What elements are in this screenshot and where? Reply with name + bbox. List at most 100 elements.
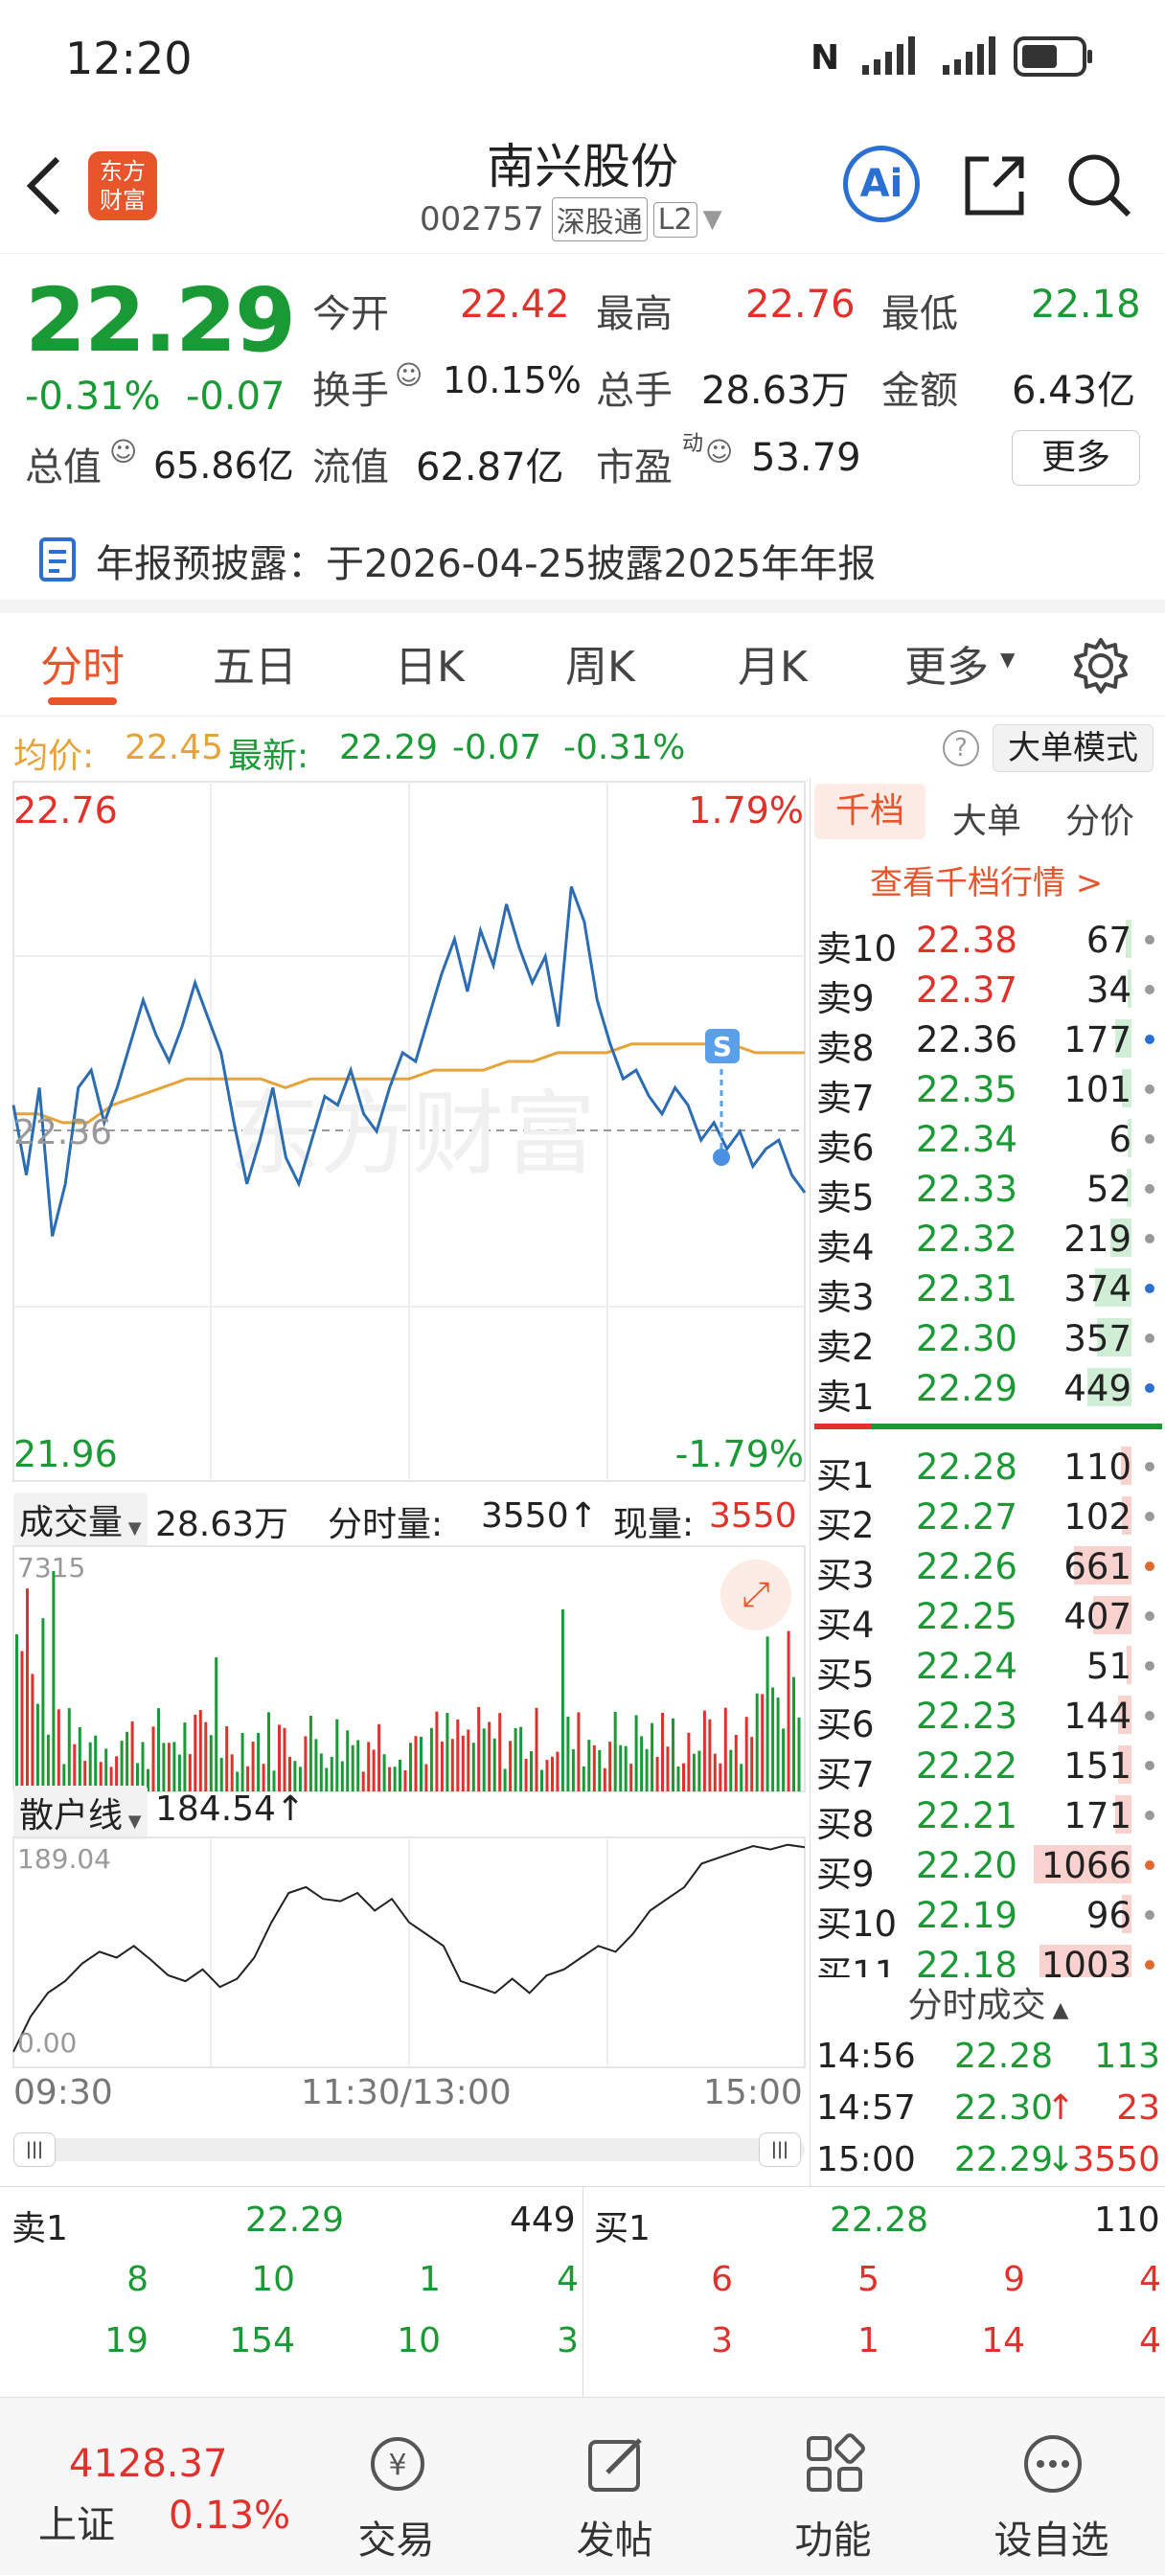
volume-bar bbox=[598, 1749, 602, 1791]
volume-bar bbox=[708, 1719, 712, 1791]
bid-row[interactable]: 买1 22.28 110 bbox=[811, 1441, 1165, 1496]
nav-trade-label: 交易 bbox=[357, 2519, 435, 2563]
level-price: 22.35 bbox=[916, 1069, 1017, 1110]
latest-label: 最新: bbox=[228, 737, 309, 776]
tab-price-distribution[interactable]: 分价 bbox=[1065, 802, 1135, 841]
grid-icon bbox=[807, 2433, 865, 2492]
more-button[interactable]: 更多 bbox=[1012, 430, 1140, 486]
bid-row[interactable]: 买4 22.25 407 bbox=[811, 1590, 1165, 1646]
level-dot bbox=[1145, 1184, 1154, 1194]
retail-chart[interactable] bbox=[0, 1835, 810, 2073]
bid-row[interactable]: 买10 22.19 96 bbox=[811, 1889, 1165, 1945]
volume-chart[interactable] bbox=[0, 1544, 810, 1795]
ask-row[interactable]: 卖3 22.31 374 bbox=[811, 1263, 1165, 1318]
ask-row[interactable]: 卖5 22.33 52 bbox=[811, 1163, 1165, 1219]
notice-bar[interactable]: 年报预披露：于2026-04-25披露2025年年报 bbox=[0, 508, 1165, 613]
settings-icon[interactable] bbox=[1071, 636, 1131, 695]
help-icon[interactable]: ? bbox=[943, 730, 979, 766]
ask-row[interactable]: 卖9 22.37 34 bbox=[811, 964, 1165, 1019]
level-price: 22.20 bbox=[916, 1845, 1017, 1886]
expand-button[interactable]: ⤢ bbox=[720, 1560, 791, 1630]
ask-row[interactable]: 卖7 22.35 101 bbox=[811, 1063, 1165, 1119]
sell-queue-cell: 10 bbox=[251, 2260, 295, 2299]
nav-features[interactable]: 功能 bbox=[717, 2398, 949, 2576]
volume-bar bbox=[651, 1722, 654, 1791]
volume-bar bbox=[267, 1712, 270, 1791]
index-ticker[interactable]: 4128.37 上证 0.13% bbox=[0, 2398, 307, 2576]
tab-thousand-level[interactable]: 千档 bbox=[814, 784, 925, 839]
amount-value: 6.43亿 bbox=[1012, 369, 1136, 413]
tab-daily-k[interactable]: 日K bbox=[395, 643, 465, 692]
bid-row[interactable]: 买9 22.20 1066 bbox=[811, 1839, 1165, 1895]
level-label: 买10 bbox=[816, 1904, 898, 1945]
trades-title-row[interactable]: 分时成交 ▲ bbox=[811, 1977, 1165, 2031]
volume-bar bbox=[157, 1708, 160, 1791]
price-chart[interactable]: 东方财富 S bbox=[0, 778, 810, 1487]
turnover-info-icon[interactable]: ☺ bbox=[395, 359, 423, 391]
ask-row[interactable]: 卖10 22.38 67 bbox=[811, 914, 1165, 969]
level-volume: 34 bbox=[1085, 969, 1131, 1011]
ask-row[interactable]: 卖2 22.30 357 bbox=[811, 1312, 1165, 1368]
pe-info-icon[interactable]: ☺ bbox=[705, 436, 734, 467]
volume-bar bbox=[141, 1742, 145, 1791]
bid-row[interactable]: 买2 22.27 102 bbox=[811, 1491, 1165, 1546]
retail-selector[interactable]: 散户线 ▼ bbox=[13, 1786, 148, 1839]
bid-row[interactable]: 买3 22.26 661 bbox=[811, 1540, 1165, 1596]
level-label: 卖3 bbox=[816, 1277, 875, 1318]
buy-queue-cell: 1 bbox=[857, 2321, 879, 2360]
ask-row[interactable]: 卖4 22.32 219 bbox=[811, 1213, 1165, 1268]
range-handle-right[interactable]: ||| bbox=[759, 2132, 801, 2167]
tab-more[interactable]: 更多 bbox=[904, 643, 989, 692]
bid-row[interactable]: 买8 22.21 171 bbox=[811, 1790, 1165, 1845]
share-icon[interactable] bbox=[960, 151, 1029, 220]
tab-monthly-k[interactable]: 月K bbox=[738, 643, 808, 692]
bottom-nav: 4128.37 上证 0.13% ¥ 交易 发帖 功能 设自选 bbox=[0, 2397, 1165, 2575]
mktcap-info-icon[interactable]: ☺ bbox=[109, 436, 138, 467]
s-marker[interactable] bbox=[705, 1029, 740, 1063]
tab-weekly-k[interactable]: 周K bbox=[565, 643, 635, 692]
view-full-book-link[interactable]: 查看千档行情 > bbox=[870, 864, 1104, 902]
volume-header: 成交量 ▼ 28.63万 分时量: 3550↑ 现量: 3550 bbox=[13, 1489, 805, 1546]
volume-bar bbox=[388, 1767, 392, 1791]
depth-bar bbox=[1039, 1945, 1131, 1977]
volume-bar bbox=[177, 1754, 181, 1791]
nav-add-watchlist[interactable]: 设自选 bbox=[935, 2398, 1165, 2576]
level1-detail-grid: 卖1 22.29 449 买1 22.28 110 8 10 1 4 19 154 10 3 6… bbox=[0, 2186, 1165, 2398]
range-scrollbar[interactable] bbox=[13, 2138, 805, 2161]
range-handle-left[interactable]: ||| bbox=[13, 2132, 56, 2167]
volume-bar bbox=[236, 1771, 240, 1791]
bid-row[interactable]: 买7 22.22 151 bbox=[811, 1740, 1165, 1795]
dropdown-icon[interactable]: ▼ bbox=[702, 205, 722, 234]
volume-selector[interactable]: 成交量 ▼ bbox=[13, 1493, 148, 1546]
buy1-vol: 110 bbox=[1094, 2200, 1160, 2240]
sell-queue-cell: 8 bbox=[126, 2260, 148, 2299]
depth-bar bbox=[1128, 1119, 1131, 1157]
level-label: 买7 bbox=[816, 1754, 875, 1795]
ask-row[interactable]: 卖1 22.29 449 bbox=[811, 1362, 1165, 1418]
tab-intraday[interactable]: 分时 bbox=[40, 643, 125, 692]
tab-five-day[interactable]: 五日 bbox=[213, 643, 297, 692]
volume-bar bbox=[120, 1741, 124, 1791]
volume-bar bbox=[26, 1588, 29, 1791]
search-icon[interactable] bbox=[1065, 151, 1134, 220]
big-order-mode-button[interactable]: 大单模式 bbox=[993, 724, 1154, 772]
level-dot bbox=[1145, 1512, 1154, 1521]
caret-down-icon[interactable]: ▼ bbox=[1000, 648, 1016, 671]
ai-button[interactable]: Ai bbox=[843, 146, 920, 222]
bid-row[interactable]: 买5 22.24 51 bbox=[811, 1640, 1165, 1696]
volume-bar bbox=[262, 1764, 265, 1791]
level-price: 22.21 bbox=[916, 1795, 1017, 1836]
ask-row[interactable]: 卖8 22.36 177 bbox=[811, 1014, 1165, 1069]
volume-value: 28.63万 bbox=[701, 369, 850, 413]
avg-price-line bbox=[13, 1042, 805, 1125]
tab-big-order[interactable]: 大单 bbox=[952, 802, 1022, 841]
back-icon[interactable] bbox=[25, 155, 63, 217]
ask-row[interactable]: 卖6 22.34 6 bbox=[811, 1113, 1165, 1169]
nav-post[interactable]: 发帖 bbox=[498, 2398, 731, 2576]
nav-trade[interactable]: ¥ 交易 bbox=[280, 2398, 513, 2576]
volume-bar bbox=[560, 1609, 564, 1791]
volume-bar bbox=[20, 1651, 24, 1791]
bid-row[interactable]: 买11 22.18 1003 bbox=[811, 1939, 1165, 1977]
volume-bar bbox=[682, 1763, 685, 1791]
bid-row[interactable]: 买6 22.23 144 bbox=[811, 1690, 1165, 1745]
